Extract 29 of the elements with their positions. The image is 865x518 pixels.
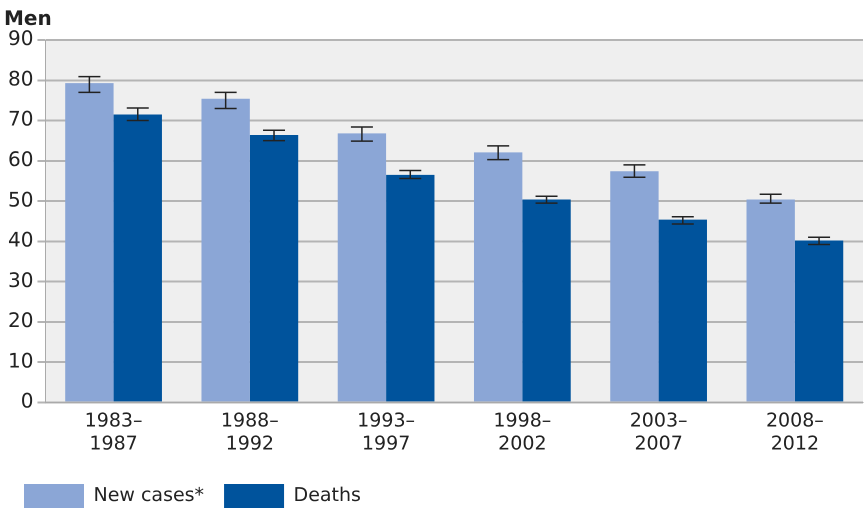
- bar: [338, 133, 386, 402]
- bar: [114, 114, 162, 402]
- legend-label: Deaths: [294, 484, 361, 506]
- x-tick-label: 2003–2007: [630, 410, 688, 455]
- x-tick-label: 1998–2002: [493, 410, 552, 455]
- bar: [474, 152, 522, 402]
- x-tick-label: 1983–1987: [84, 410, 143, 455]
- y-tick-label: 30: [8, 268, 34, 292]
- y-tick-label: 0: [20, 388, 34, 413]
- x-tick-label: 2008–2012: [766, 410, 824, 455]
- y-tick-label: 10: [8, 348, 34, 372]
- bar: [522, 199, 571, 402]
- bar: [65, 83, 114, 402]
- bar: [658, 220, 707, 402]
- bar: [794, 240, 844, 402]
- bar: [201, 98, 250, 402]
- y-tick-label: 60: [8, 147, 34, 172]
- y-tick-label: 80: [8, 66, 34, 90]
- legend-label: New cases*: [94, 484, 204, 506]
- bar: [250, 135, 298, 402]
- y-tick-label: 20: [8, 308, 34, 332]
- bar: [386, 174, 434, 402]
- x-tick-label: 1988–1992: [220, 410, 279, 455]
- y-tick-label: 40: [8, 228, 34, 252]
- x-tick-label: 1993–1997: [357, 410, 416, 455]
- y-tick-label: 50: [8, 187, 34, 212]
- y-tick-label: 70: [8, 106, 34, 131]
- bar: [746, 199, 795, 402]
- bar: [610, 171, 659, 402]
